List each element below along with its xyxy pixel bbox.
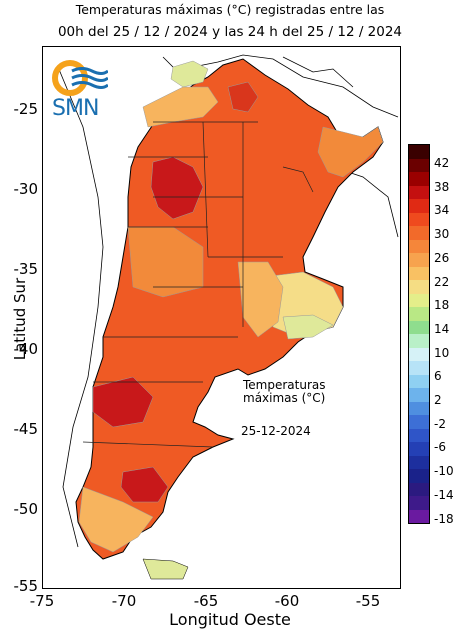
north-mild-band — [142, 86, 219, 128]
colorbar-swatch — [409, 158, 429, 172]
colorbar-tick-label: -14 — [434, 487, 454, 502]
title-line-2: 00h del 25 / 12 / 2024 y las 24 h del 25… — [57, 24, 403, 40]
colorbar-tick-label: -10 — [434, 464, 454, 479]
colorbar-swatch — [409, 293, 429, 307]
colorbar-tick-label: 38 — [434, 179, 450, 194]
y-tick-label: -40 — [13, 340, 39, 358]
colorbar-tick-label: 22 — [434, 274, 450, 289]
legend-annotation-title: Temperaturas máximas (°C) — [243, 378, 326, 405]
legend-annotation-date: 25-12-2024 — [241, 424, 311, 438]
colorbar-tick-label: 2 — [434, 393, 442, 407]
colorbar-swatch — [409, 509, 429, 523]
colorbar-swatch — [409, 307, 429, 321]
colorbar-swatch — [409, 334, 429, 348]
colorbar-tick-label: -6 — [434, 440, 446, 455]
colorbar-swatch — [409, 482, 429, 496]
colorbar-swatch — [409, 226, 429, 240]
colorbar-tick-label: 34 — [434, 203, 450, 218]
northeast-warm-band — [317, 126, 384, 178]
colorbar-swatch — [409, 239, 429, 253]
x-tick-label: -75 — [29, 592, 55, 610]
colorbar-tick-label: 42 — [434, 156, 450, 170]
y-tick-label: -30 — [13, 180, 39, 198]
colorbar-swatch — [409, 347, 429, 361]
smn-logo — [52, 58, 109, 124]
south-mild-band — [78, 486, 154, 553]
colorbar-swatch — [409, 320, 429, 334]
hot-core-patagonia-south — [120, 466, 169, 503]
y-tick-label: -25 — [13, 100, 39, 118]
smn-sun-wave-icon — [52, 60, 109, 96]
colorbar-tick-label: 26 — [434, 250, 450, 265]
colorbar-swatch — [409, 199, 429, 213]
temperature-colorbar — [408, 144, 430, 524]
colorbar-swatch — [409, 401, 429, 415]
colorbar-swatch — [409, 266, 429, 280]
colorbar-tick-label: 30 — [434, 227, 450, 242]
y-tick-label: -45 — [13, 420, 39, 438]
colorbar-tick-label: -18 — [434, 511, 454, 526]
x-tick-label: -55 — [355, 592, 381, 610]
y-tick-label: -35 — [13, 260, 39, 278]
colorbar-swatch — [409, 388, 429, 402]
colorbar-tick-label: -2 — [434, 416, 446, 431]
colorbar-swatch — [409, 253, 429, 267]
map-plot-area — [42, 46, 401, 589]
colorbar-swatch — [409, 172, 429, 186]
colorbar-swatch — [409, 212, 429, 226]
north-cool-patch — [170, 60, 209, 88]
x-axis-label: Longitud Oeste — [169, 610, 291, 629]
colorbar-swatch — [409, 455, 429, 469]
hot-core-north — [227, 81, 259, 113]
province-borders — [82, 121, 314, 448]
colorbar-swatch — [409, 415, 429, 429]
y-axis-label: Latitud Sur — [11, 277, 29, 361]
colorbar-swatch — [409, 442, 429, 456]
x-tick-label: -60 — [274, 592, 300, 610]
x-tick-label: -70 — [111, 592, 137, 610]
y-tick-label: -55 — [13, 577, 39, 595]
coastal-green-band — [282, 314, 334, 340]
smn-logo-text: SMN — [52, 96, 99, 121]
colorbar-swatch — [409, 374, 429, 388]
y-tick-label: -50 — [13, 500, 39, 518]
temperature-bands — [78, 60, 384, 580]
tierra-del-fuego — [142, 558, 189, 580]
colorbar-swatch — [409, 361, 429, 375]
colorbar-swatch — [409, 145, 429, 159]
hot-core-patagonia-north — [92, 376, 154, 428]
colorbar-tick-label: 14 — [434, 321, 450, 336]
colorbar-swatch — [409, 496, 429, 510]
title-line-1: Temperaturas máximas (°C) registradas en… — [75, 2, 385, 17]
colorbar-swatch — [409, 428, 429, 442]
colorbar-tick-label: 6 — [434, 369, 442, 384]
colorbar-tick-label: 18 — [434, 298, 450, 313]
hot-core-northwest — [150, 156, 204, 220]
colorbar-tick-label: 10 — [434, 345, 450, 360]
colorbar-swatch — [409, 280, 429, 294]
colorbar-swatch — [409, 185, 429, 199]
x-tick-label: -65 — [193, 592, 219, 610]
colorbar-swatch — [409, 469, 429, 483]
temperature-map — [57, 54, 399, 580]
